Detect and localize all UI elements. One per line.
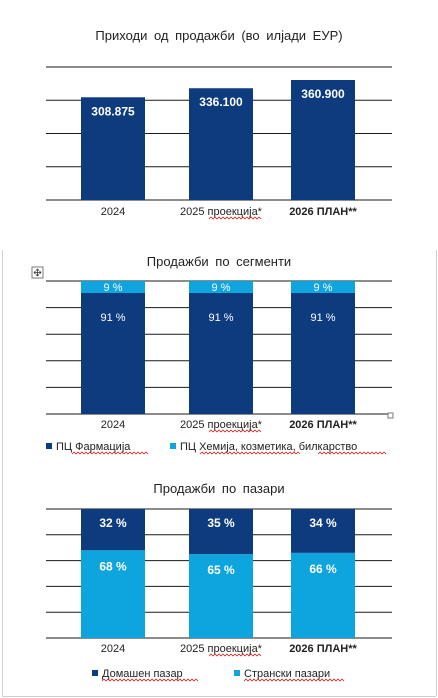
market-bar-foreign (189, 554, 253, 638)
spellcheck-underline (71, 451, 149, 455)
resize-handle[interactable] (387, 412, 394, 419)
revenue-chart: Приходи од продажби (во илјади ЕУР) 308.… (0, 0, 438, 240)
revenue-value-label: 336.100 (199, 95, 243, 109)
segment-bar-pharmacy (291, 292, 355, 414)
legend-swatch (46, 443, 52, 449)
market-bar-domestic (81, 509, 145, 551)
spellcheck-underline (199, 451, 301, 455)
segment-bar-chemistry (81, 281, 145, 293)
revenue-bar (291, 80, 355, 200)
markets-chart-tick-label: 2025 проекција* (180, 643, 263, 655)
revenue-chart-svg: Приходи од продажби (во илјади ЕУР) 308.… (46, 28, 392, 220)
revenue-value-label: 308.875 (91, 104, 135, 118)
segment-bar-chemistry (291, 281, 355, 293)
chart-frame-bottom (2, 696, 436, 697)
revenue-bar (189, 88, 253, 200)
legend-swatch (234, 670, 240, 676)
revenue-bar (81, 97, 145, 200)
legend-swatch (92, 670, 98, 676)
market-value-label: 65 % (207, 563, 235, 577)
revenue-chart-tick-label: 2024 (101, 206, 125, 218)
spellcheck-underline (317, 451, 387, 455)
market-value-label: 35 % (207, 516, 235, 530)
market-value-label: 32 % (99, 516, 127, 530)
segments-chart-title: Продажби по сегменти (147, 254, 291, 269)
segments-chart-svg: Продажби по сегменти 91 % 9 % 91 % 9 % 91 % 9… (31, 254, 394, 455)
spellcheck-underline (101, 678, 199, 682)
segment-value-label: 91 % (100, 312, 125, 324)
market-bar-domestic (291, 509, 355, 553)
segment-value-label: 91 % (310, 312, 335, 324)
segments-chart-tick-label: 2026 ПЛАН** (289, 419, 357, 431)
segment-bar-chemistry (189, 281, 253, 293)
markets-chart-tick-label: 2024 (101, 643, 125, 655)
market-bar-domestic (189, 509, 253, 555)
segment-bar-pharmacy (189, 292, 253, 414)
revenue-chart-tick-label: 2025 проекција* (180, 206, 263, 218)
markets-chart-title: Продажби по пазари (153, 481, 284, 496)
segments-chart: Продажби по сегменти 91 % 9 % 91 % 9 % 91 % 9… (0, 240, 438, 465)
move-handle-icon[interactable] (31, 266, 44, 279)
markets-chart: Продажби по пазари 68 % 32 % 65 % 35 % 66 % 3… (0, 465, 438, 698)
spellcheck-underline (208, 653, 262, 657)
revenue-value-label: 360.900 (301, 87, 345, 101)
markets-chart-svg: Продажби по пазари 68 % 32 % 65 % 35 % 66 % 3… (46, 481, 392, 682)
market-bar-foreign (291, 552, 355, 638)
segments-chart-tick-label: 2025 проекција* (180, 419, 263, 431)
segment-value-label: 9 % (314, 282, 333, 294)
spellcheck-underline (208, 429, 262, 433)
segment-value-label: 91 % (208, 312, 233, 324)
market-value-label: 34 % (309, 516, 337, 530)
spellcheck-underline (243, 678, 345, 682)
spellcheck-underline (208, 216, 262, 220)
legend-swatch (170, 443, 176, 449)
legend-label: Странски пазари (244, 668, 330, 680)
segment-value-label: 9 % (212, 282, 231, 294)
legend-label: Домашен пазар (102, 668, 183, 680)
legend-label: ПЦ Хемија, козметика, билкарство (180, 441, 357, 453)
market-value-label: 68 % (99, 559, 127, 573)
revenue-chart-tick-label: 2026 ПЛАН** (289, 206, 357, 218)
chart-frame-right (436, 250, 437, 696)
segments-chart-tick-label: 2024 (101, 419, 125, 431)
segment-bar-pharmacy (81, 292, 145, 414)
revenue-chart-title: Приходи од продажби (во илјади ЕУР) (95, 28, 342, 43)
market-value-label: 66 % (309, 562, 337, 576)
chart-frame-left (2, 250, 3, 696)
market-bar-foreign (81, 550, 145, 638)
markets-chart-tick-label: 2026 ПЛАН** (289, 643, 357, 655)
legend-label: ПЦ Фармација (56, 441, 131, 453)
segment-value-label: 9 % (104, 282, 123, 294)
